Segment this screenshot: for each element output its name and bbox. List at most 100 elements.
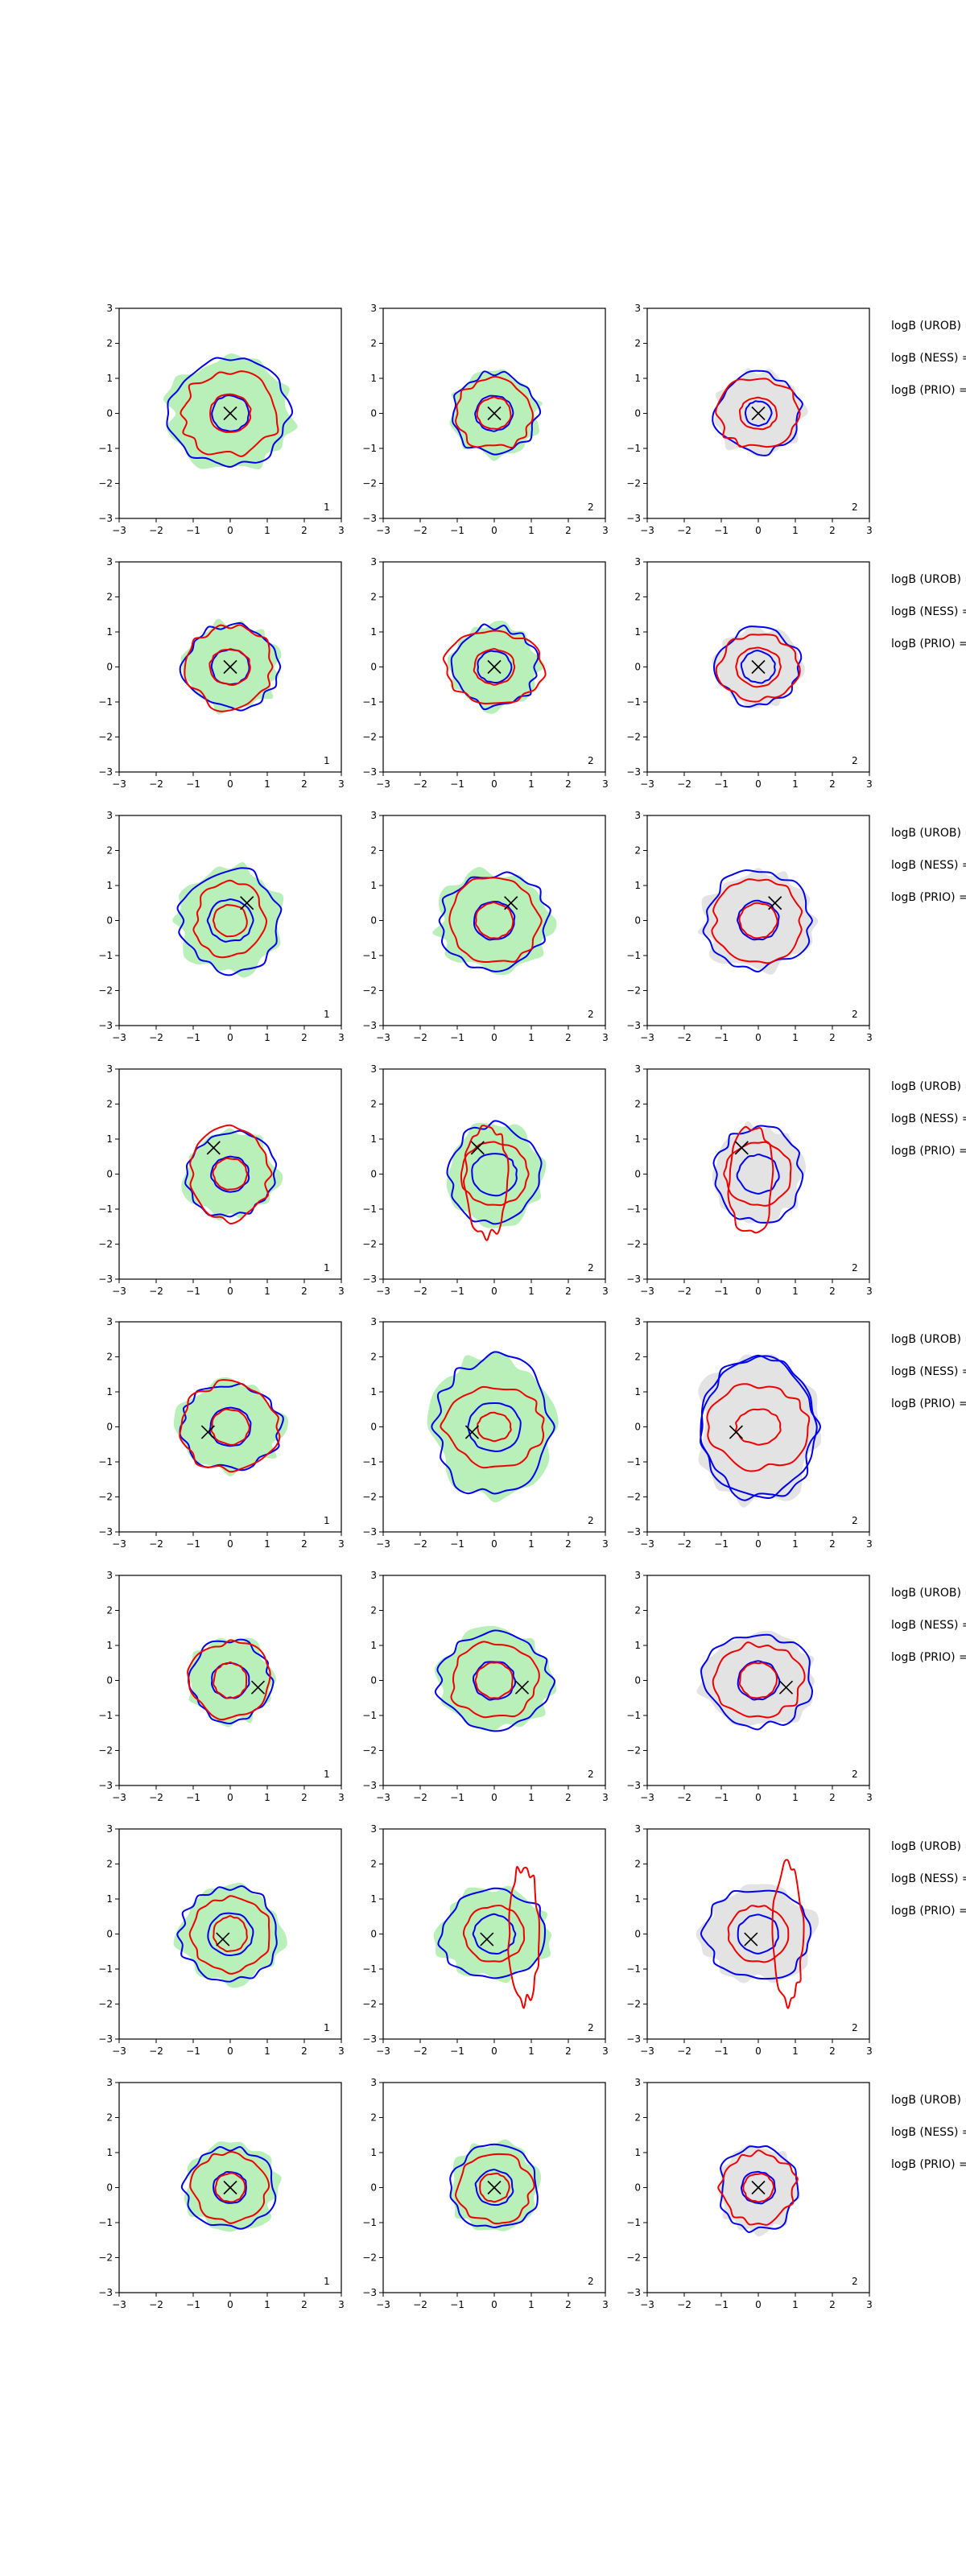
side-labels-layer: logB (UROB) = logB (NESS) = logB (PRIO) = l… — [891, 320, 966, 2171]
y-tick-label: 0 — [370, 408, 377, 419]
x-tick-label: −1 — [714, 1032, 729, 1043]
x-tick-label: −1 — [450, 2046, 464, 2057]
y-tick-label: −2 — [98, 732, 113, 743]
panel-plot-area — [698, 1354, 822, 1508]
x-tick-label: 1 — [792, 1286, 799, 1297]
y-tick-label: 0 — [106, 408, 113, 419]
y-tick-label: −3 — [626, 1780, 641, 1791]
panel-index-label: 2 — [852, 1515, 858, 1526]
x-tick-label: 2 — [301, 2299, 308, 2310]
panel-r3-c2: −3 −2 −1 0 1 2 3 −3 −2 −1 0 1 2 3 2 — [362, 810, 609, 1043]
true-value-marker — [470, 1141, 485, 1155]
y-tick-label: 2 — [106, 592, 113, 603]
x-tick-label: −3 — [640, 2046, 654, 2057]
red-contour-outer — [712, 1641, 806, 1719]
x-tick-label: −2 — [677, 1032, 691, 1043]
y-tick-label: 1 — [634, 1133, 641, 1145]
x-tick-label: 3 — [866, 2299, 873, 2310]
true-value-marker — [768, 896, 782, 910]
y-tick-label: 2 — [634, 845, 641, 857]
y-tick-label: −3 — [626, 2033, 641, 2045]
x-tick-label: 0 — [491, 525, 497, 536]
true-value-marker — [240, 896, 254, 910]
blue-contour-inner — [474, 394, 514, 432]
blue-contour-inner — [471, 1153, 518, 1197]
x-tick-label: 3 — [602, 1286, 609, 1297]
panel-plot-area — [449, 369, 543, 461]
panel-r6-c2: −3 −2 −1 0 1 2 3 −3 −2 −1 0 1 2 3 2 — [362, 1570, 609, 1803]
y-tick-label: 3 — [634, 1063, 641, 1075]
y-tick-label: −3 — [362, 1780, 377, 1791]
panel-r2-c1: −3 −2 −1 0 1 2 3 −3 −2 −1 0 1 2 3 1 — [98, 556, 345, 790]
x-tick-label: −2 — [149, 1792, 163, 1803]
x-tick-label: −3 — [376, 778, 390, 790]
y-tick-label: −2 — [362, 2252, 377, 2264]
y-tick-label: 1 — [370, 1893, 377, 1905]
y-tick-label: −1 — [98, 1963, 113, 1975]
x-tick-label: 3 — [866, 525, 873, 536]
x-tick-label: −3 — [376, 525, 390, 536]
x-tick-label: 2 — [565, 1032, 572, 1043]
x-tick-label: −1 — [186, 2299, 200, 2310]
red-contour-outer — [771, 1859, 805, 2009]
x-tick-label: −1 — [714, 1792, 729, 1803]
x-tick-label: 0 — [227, 1538, 233, 1550]
y-tick-label: 2 — [634, 1352, 641, 1363]
red-contour-outer — [189, 1124, 273, 1225]
true-value-marker — [751, 406, 766, 421]
x-tick-label: 1 — [792, 1032, 799, 1043]
y-tick-label: 0 — [634, 408, 641, 419]
blue-contour-inner — [740, 2170, 776, 2205]
x-tick-label: 2 — [829, 1286, 836, 1297]
x-tick-label: −2 — [677, 1538, 691, 1550]
red-contour-outer — [455, 375, 534, 449]
x-tick-label: −2 — [677, 1286, 691, 1297]
red-contour-inner — [738, 396, 778, 431]
true-value-marker — [778, 1680, 794, 1695]
red-contour-outer — [184, 624, 274, 712]
red-contour-inner — [214, 2172, 246, 2203]
blue-contour-outer — [437, 1887, 546, 1979]
y-tick-label: 2 — [106, 845, 113, 857]
red-contour-inner — [474, 1662, 514, 1699]
density-fill — [181, 1128, 283, 1221]
side-label-row7-3: logB (PRIO) = — [891, 1905, 966, 1918]
y-tick-label: 0 — [634, 2182, 641, 2194]
y-tick-label: 3 — [634, 1823, 641, 1835]
density-fill — [173, 1377, 288, 1476]
panel-r2-c2: −3 −2 −1 0 1 2 3 −3 −2 −1 0 1 2 3 2 — [362, 556, 609, 790]
blue-contour-outer — [180, 2146, 277, 2230]
panel-plot-area — [712, 625, 805, 709]
true-value-marker — [223, 2180, 237, 2195]
y-tick-label: 1 — [370, 1386, 377, 1397]
y-tick-label: −2 — [98, 1239, 113, 1250]
y-tick-label: 1 — [634, 880, 641, 891]
y-tick-label: −1 — [626, 2217, 641, 2228]
density-fill — [187, 1637, 277, 1728]
y-tick-label: 3 — [634, 1570, 641, 1581]
true-value-marker — [206, 1141, 221, 1155]
x-tick-label: 0 — [227, 1032, 233, 1043]
blue-contour-outer — [700, 1355, 822, 1501]
x-tick-label: 1 — [264, 1792, 270, 1803]
panel-index-label: 2 — [588, 1769, 594, 1780]
y-tick-label: 2 — [106, 2112, 113, 2124]
x-tick-label: 2 — [565, 1792, 572, 1803]
x-tick-label: 1 — [528, 2299, 535, 2310]
x-tick-label: 1 — [528, 525, 535, 536]
y-tick-label: 0 — [634, 1675, 641, 1686]
blue-contour-inner — [737, 1660, 781, 1701]
y-tick-label: 3 — [370, 1316, 377, 1327]
x-tick-label: 2 — [301, 525, 308, 536]
x-tick-label: −2 — [677, 1792, 691, 1803]
x-tick-label: −2 — [677, 2299, 691, 2310]
y-tick-label: −1 — [98, 443, 113, 454]
blue-contour-outer — [449, 2143, 539, 2229]
panel-plot-area — [181, 1124, 283, 1225]
x-tick-label: 2 — [565, 525, 572, 536]
true-value-marker — [729, 1425, 743, 1439]
y-tick-label: 1 — [106, 1133, 113, 1145]
y-tick-label: 3 — [106, 303, 113, 314]
x-tick-label: −1 — [714, 2299, 729, 2310]
density-fill — [714, 368, 808, 457]
